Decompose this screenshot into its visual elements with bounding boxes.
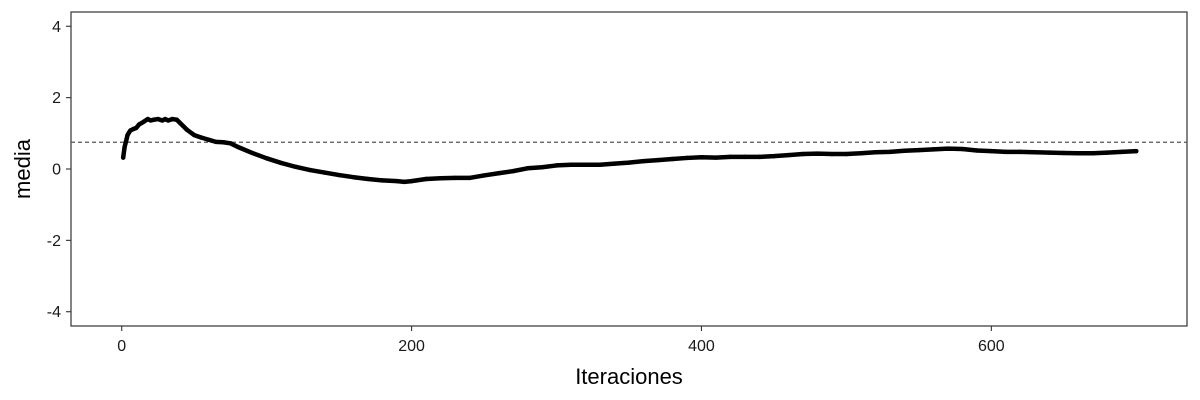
data-point	[974, 148, 980, 153]
data-point	[583, 162, 588, 167]
data-point	[554, 163, 559, 168]
data-point	[467, 175, 472, 181]
data-point	[151, 117, 156, 122]
data-point	[170, 116, 175, 122]
series-points	[120, 116, 1139, 185]
data-point	[409, 178, 414, 184]
data-point	[402, 179, 407, 185]
data-point	[641, 158, 646, 164]
x-tick-label: 600	[978, 338, 1005, 355]
data-point	[423, 176, 429, 182]
data-point	[510, 168, 516, 174]
data-point	[800, 151, 806, 157]
data-point	[699, 155, 704, 160]
data-point	[887, 149, 893, 155]
data-point	[123, 138, 129, 144]
x-axis: 0 200 400 600	[117, 326, 1005, 355]
data-point	[134, 125, 139, 131]
data-point	[568, 162, 574, 167]
data-point	[916, 147, 922, 153]
data-point	[771, 153, 777, 159]
data-point	[136, 122, 142, 127]
x-tick-label: 400	[688, 338, 715, 355]
plot-panel	[70, 11, 1188, 327]
data-point	[858, 151, 864, 156]
data-point	[525, 166, 530, 171]
y-tick-label: -4	[47, 304, 61, 321]
data-point	[264, 156, 269, 161]
data-point	[235, 144, 240, 150]
data-point	[1003, 149, 1009, 155]
data-point	[1105, 150, 1110, 155]
data-point	[829, 151, 835, 157]
data-point	[228, 141, 233, 146]
y-tick-label: 4	[52, 19, 61, 36]
data-point	[365, 176, 371, 182]
data-point	[481, 173, 487, 178]
y-axis-label: media	[10, 138, 35, 199]
data-point	[293, 164, 298, 170]
data-point	[380, 178, 385, 183]
y-axis: -4 -2 0 2 4	[47, 19, 71, 321]
data-point	[322, 170, 327, 175]
data-point	[873, 150, 878, 155]
data-point	[165, 118, 171, 123]
y-tick-label: 0	[52, 162, 61, 179]
x-tick-label: 200	[398, 338, 425, 355]
data-point	[174, 117, 180, 122]
data-point	[597, 162, 603, 167]
data-point	[155, 116, 161, 122]
data-point	[757, 154, 762, 160]
data-point	[394, 178, 400, 184]
data-point	[336, 172, 342, 178]
data-point	[902, 148, 907, 154]
data-point	[931, 147, 936, 152]
data-point	[438, 176, 443, 181]
data-point	[177, 120, 182, 125]
data-point	[213, 139, 219, 145]
data-point	[1061, 150, 1067, 156]
data-point	[626, 160, 632, 165]
y-tick-label: 2	[52, 90, 61, 107]
x-axis-label: Iteraciones	[575, 364, 683, 389]
data-point	[1032, 150, 1038, 155]
data-point	[684, 155, 690, 161]
data-point	[945, 146, 951, 151]
data-point	[249, 150, 255, 156]
data-point	[496, 171, 501, 176]
data-point	[1047, 150, 1052, 155]
data-point	[844, 151, 849, 157]
data-point	[1076, 151, 1081, 156]
data-point	[612, 161, 617, 166]
data-point	[220, 140, 226, 145]
data-point	[452, 175, 458, 181]
data-point	[989, 148, 994, 154]
data-point	[1090, 151, 1095, 156]
data-point	[351, 175, 356, 180]
data-point	[122, 144, 127, 150]
data-point	[278, 160, 284, 166]
data-point	[742, 154, 748, 160]
data-point	[539, 165, 545, 170]
data-point	[120, 155, 126, 160]
data-point	[1119, 149, 1124, 155]
data-point	[184, 127, 190, 132]
data-point	[960, 146, 965, 152]
y-tick-label: -2	[47, 233, 61, 250]
data-point	[815, 151, 820, 156]
data-point	[713, 155, 719, 160]
data-point	[655, 157, 661, 163]
data-point	[206, 137, 211, 142]
data-point	[1134, 148, 1139, 154]
data-point	[1018, 149, 1023, 155]
x-tick-label: 0	[117, 338, 126, 355]
data-point	[191, 132, 197, 138]
data-point	[728, 154, 733, 160]
data-point	[141, 119, 146, 125]
data-point	[786, 152, 791, 158]
data-point	[307, 167, 313, 173]
data-point	[199, 135, 204, 140]
data-point	[670, 156, 675, 162]
